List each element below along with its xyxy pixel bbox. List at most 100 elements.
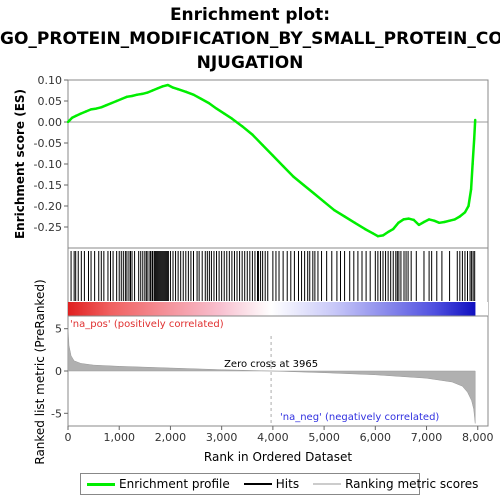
es-point (363, 227, 367, 231)
es-point (115, 99, 118, 103)
es-point (70, 116, 74, 120)
es-point (422, 220, 426, 224)
es-point (469, 188, 473, 191)
es-point (302, 183, 305, 187)
hits-panel (67, 247, 489, 317)
es-point (433, 219, 436, 222)
es-point (171, 86, 175, 89)
legend-item: Ranking metric scores (313, 477, 478, 491)
es-point (130, 94, 134, 98)
metric-xtick-label: 3,000 (206, 431, 238, 444)
metric-xtick-label: 5,000 (308, 431, 340, 444)
metric-ytick-label: 5 (55, 323, 62, 336)
es-ytick-label: -0.15 (34, 179, 62, 192)
metric-xtick-label: 6,000 (360, 431, 392, 444)
enrichment-chart: 0.10 0.05 0.00 -0.05 -0.10 -0.15 -0.20 -0.25 5 0… (13, 74, 494, 465)
es-point (192, 93, 195, 96)
legend-label: Ranking metric scores (345, 477, 479, 491)
es-point (376, 235, 380, 238)
es-point (105, 104, 108, 107)
es-point (472, 137, 476, 140)
es-point (156, 87, 159, 90)
ranking-metric-area (67, 326, 476, 424)
negative-correlation-label: 'na_neg' (negatively correlated) (280, 412, 439, 423)
es-point (397, 221, 400, 224)
es-point (402, 218, 405, 221)
es-point (407, 217, 410, 220)
es-point (438, 221, 441, 224)
es-point (427, 218, 431, 221)
es-point (66, 120, 70, 124)
chart-title-line-2: GO_PROTEIN_MODIFICATION_BY_SMALL_PROTEIN… (0, 29, 500, 49)
es-point (151, 89, 154, 92)
es-point (471, 162, 474, 166)
es-point (381, 234, 385, 237)
es-point (453, 218, 456, 221)
zero-cross-label: Zero cross at 3965 (224, 359, 318, 370)
es-point (371, 232, 374, 235)
chart-title: Enrichment plot: GO_PROTEIN_MODIFICATION… (0, 3, 500, 75)
metric-ytick-label: -5 (51, 407, 62, 420)
metric-xtick-label: 7,000 (411, 431, 443, 444)
es-ytick-label: -0.05 (34, 137, 62, 150)
es-point (199, 97, 203, 101)
es-point (240, 125, 244, 128)
es-ytick-label: 0.10 (38, 74, 63, 87)
es-point (135, 93, 139, 96)
es-point (271, 154, 275, 157)
es-point (230, 117, 234, 120)
es-point (207, 101, 211, 105)
es-point (146, 91, 149, 94)
es-point (448, 219, 451, 222)
es-point (412, 218, 415, 222)
es-point (292, 175, 295, 178)
axes-labels: Enrichment score (ES) Ranked list metric … (13, 89, 352, 465)
es-point (215, 107, 218, 110)
es-point (333, 209, 336, 212)
metric-xtick-label: 0 (65, 431, 72, 444)
chart-title-line-3: NJUGATION (196, 53, 304, 73)
es-point (322, 200, 326, 203)
metric-xtick-label: 1,000 (103, 431, 135, 444)
es-point (386, 230, 390, 234)
metric-xtick-label: 8,000 (462, 431, 494, 444)
metric-ytick-label: 0 (55, 365, 62, 378)
es-point (463, 211, 467, 214)
es-point (281, 164, 285, 168)
es-ytick-label: 0.05 (38, 95, 63, 108)
es-ytick-label: 0.00 (38, 116, 63, 129)
ranked-metric-panel: 50-50 1,000 2,000 3,000 4,000 5,000 6,000 7,000… (51, 315, 494, 444)
es-point (89, 108, 93, 111)
legend-item: Hits (243, 477, 300, 491)
es-axis-title: Enrichment score (ES) (13, 89, 27, 239)
es-point (467, 204, 470, 208)
es-ytick-label: -0.10 (34, 158, 62, 171)
correlation-color-bar (68, 302, 488, 316)
positive-correlation-label: 'na_pos' (positively correlated) (70, 319, 224, 330)
es-point (417, 223, 421, 227)
es-point (110, 101, 113, 105)
es-point (79, 112, 83, 115)
es-point (94, 107, 98, 110)
es-point (261, 143, 264, 147)
es-point (473, 118, 477, 122)
es-plot-frame (67, 79, 489, 249)
es-point (100, 106, 103, 109)
es-point (166, 83, 170, 87)
es-point (223, 112, 226, 115)
metric-xtick-label: 2,000 (155, 431, 187, 444)
es-point (141, 92, 144, 96)
es-point (125, 95, 129, 99)
es-point (184, 90, 188, 93)
legend-item: Enrichment profile (87, 477, 230, 491)
legend-swatch (313, 483, 342, 485)
legend: Enrichment profile Hits Ranking metric sco… (80, 473, 478, 495)
legend-label: Hits (275, 477, 300, 491)
es-ytick-label: -0.20 (34, 200, 62, 213)
metric-axis-title: Ranked list metric (PreRanked) (33, 279, 47, 464)
legend-swatch (243, 483, 272, 485)
es-point (120, 97, 123, 101)
legend-label: Enrichment profile (119, 477, 230, 491)
enrichment-score-panel: 0.10 0.05 0.00 -0.05 -0.10 -0.15 -0.20 -0.25 (34, 74, 489, 249)
es-point (251, 133, 254, 136)
